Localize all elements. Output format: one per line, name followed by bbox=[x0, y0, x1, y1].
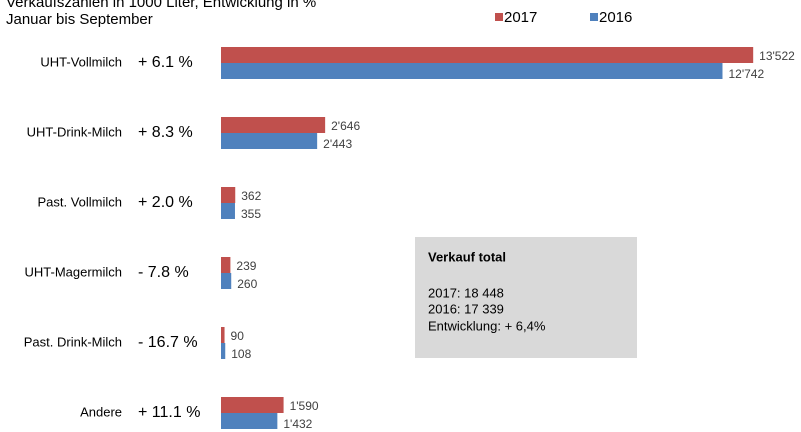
bar bbox=[221, 47, 754, 63]
legend-swatch bbox=[495, 13, 503, 21]
value-label: 1'590 bbox=[290, 399, 319, 413]
box-line: Entwicklung: + 6,4% bbox=[428, 318, 546, 333]
bar bbox=[221, 257, 231, 273]
bar bbox=[221, 63, 723, 79]
change-label: - 7.8 % bbox=[138, 264, 189, 281]
legend-swatch bbox=[590, 13, 598, 21]
value-label: 355 bbox=[241, 207, 261, 221]
bar bbox=[221, 117, 326, 133]
value-label: 12'742 bbox=[728, 67, 764, 81]
value-label: 2'443 bbox=[323, 137, 352, 151]
change-label: + 6.1 % bbox=[138, 54, 193, 71]
bar bbox=[221, 343, 226, 359]
box-line: 2017: 18 448 bbox=[428, 285, 504, 300]
value-label: 362 bbox=[241, 189, 261, 203]
box-title: Verkauf total bbox=[428, 249, 506, 264]
value-label: 260 bbox=[237, 277, 257, 291]
value-label: 13'522 bbox=[759, 49, 795, 63]
bar bbox=[221, 273, 232, 289]
value-label: 108 bbox=[231, 347, 251, 361]
category-label: Past. Drink-Milch bbox=[24, 334, 122, 349]
change-label: - 16.7 % bbox=[138, 334, 198, 351]
category-label: UHT-Vollmilch bbox=[40, 54, 122, 69]
value-label: 2'646 bbox=[331, 119, 360, 133]
bar bbox=[221, 413, 278, 429]
total-box bbox=[415, 237, 637, 358]
value-label: 1'432 bbox=[283, 417, 312, 431]
category-label: Andere bbox=[80, 404, 122, 419]
bar bbox=[221, 203, 235, 219]
category-label: Past. Vollmilch bbox=[37, 194, 122, 209]
change-label: + 11.1 % bbox=[138, 404, 200, 421]
value-label: 239 bbox=[236, 259, 256, 273]
legend-label: 2016 bbox=[599, 9, 632, 26]
change-label: + 2.0 % bbox=[138, 194, 193, 211]
value-label: 90 bbox=[231, 329, 245, 343]
category-label: UHT-Drink-Milch bbox=[27, 124, 122, 139]
bar bbox=[221, 133, 318, 149]
category-label: UHT-Magermilch bbox=[24, 264, 122, 279]
change-label: + 8.3 % bbox=[138, 124, 193, 141]
chart-subtitle: Januar bis September bbox=[6, 11, 153, 28]
bar bbox=[221, 397, 284, 413]
chart-title: Verkaufszahlen in 1000 Liter, Entwicklun… bbox=[6, 0, 316, 11]
box-line: 2016: 17 339 bbox=[428, 301, 504, 316]
bar bbox=[221, 327, 225, 343]
bar bbox=[221, 187, 236, 203]
legend-label: 2017 bbox=[504, 9, 537, 26]
